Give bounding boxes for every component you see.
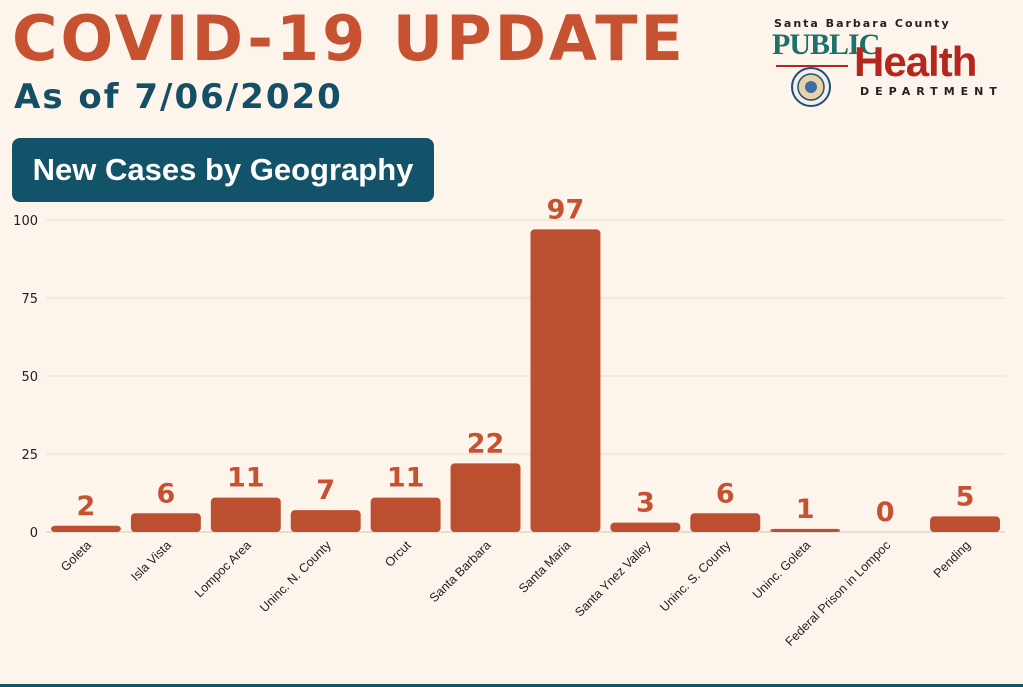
bottom-divider	[0, 684, 1023, 687]
bar	[210, 497, 281, 532]
y-tick-label: 75	[21, 292, 38, 307]
x-tick-label: Santa Maria	[516, 538, 574, 596]
data-label: 2	[77, 491, 96, 522]
bar	[610, 522, 681, 532]
data-label: 7	[316, 475, 335, 506]
logo-divider	[776, 65, 848, 67]
page-subtitle: As of 7/06/2020	[14, 77, 343, 117]
section-heading: New Cases by Geography	[12, 138, 434, 202]
bar	[130, 513, 201, 532]
data-label: 22	[467, 428, 505, 459]
data-label: 6	[716, 478, 735, 509]
logo-department-text: DEPARTMENT	[860, 85, 1003, 98]
y-tick-label: 100	[13, 214, 38, 229]
data-label: 11	[387, 463, 425, 494]
bar	[770, 528, 841, 532]
y-tick-label: 0	[30, 526, 38, 541]
y-tick-label: 25	[21, 448, 38, 463]
logo-health-text: Health	[854, 38, 977, 85]
x-tick-label: Orcut	[382, 538, 414, 570]
data-label: 0	[876, 497, 895, 528]
x-tick-label: Isla Vista	[128, 538, 174, 584]
x-tick-label: Uninc. N. County	[257, 538, 334, 615]
data-label: 6	[156, 478, 175, 509]
data-label: 11	[227, 463, 265, 494]
bar	[50, 525, 121, 532]
x-tick-label: Santa Barbara	[427, 538, 494, 605]
section-heading-label: New Cases by Geography	[32, 152, 414, 187]
x-tick-label: Lompoc Area	[192, 538, 254, 600]
data-label: 97	[547, 194, 585, 225]
bar	[930, 516, 1001, 532]
bar	[290, 510, 361, 532]
bar	[450, 463, 521, 532]
data-label: 1	[796, 494, 815, 525]
logo-public-text: PUBLIC	[772, 28, 880, 61]
bar	[690, 513, 761, 532]
data-label: 3	[636, 488, 655, 519]
x-tick-label: Santa Ynez Valley	[572, 538, 654, 620]
bar	[370, 497, 441, 532]
y-tick-label: 50	[21, 370, 38, 385]
data-label: 5	[956, 481, 975, 512]
bar	[530, 229, 601, 533]
logo-county-text: Santa Barbara County	[774, 17, 951, 30]
x-tick-label: Goleta	[58, 538, 94, 574]
x-tick-label: Uninc. Goleta	[750, 538, 813, 601]
public-health-logo: Santa Barbara County PUBLIC Health DEPAR…	[768, 14, 1013, 107]
page-title: COVID-19 UPDATE	[12, 2, 686, 75]
x-tick-label: Uninc. S. County	[657, 538, 734, 615]
x-tick-label: Pending	[931, 538, 973, 580]
county-seal-icon	[791, 67, 831, 107]
